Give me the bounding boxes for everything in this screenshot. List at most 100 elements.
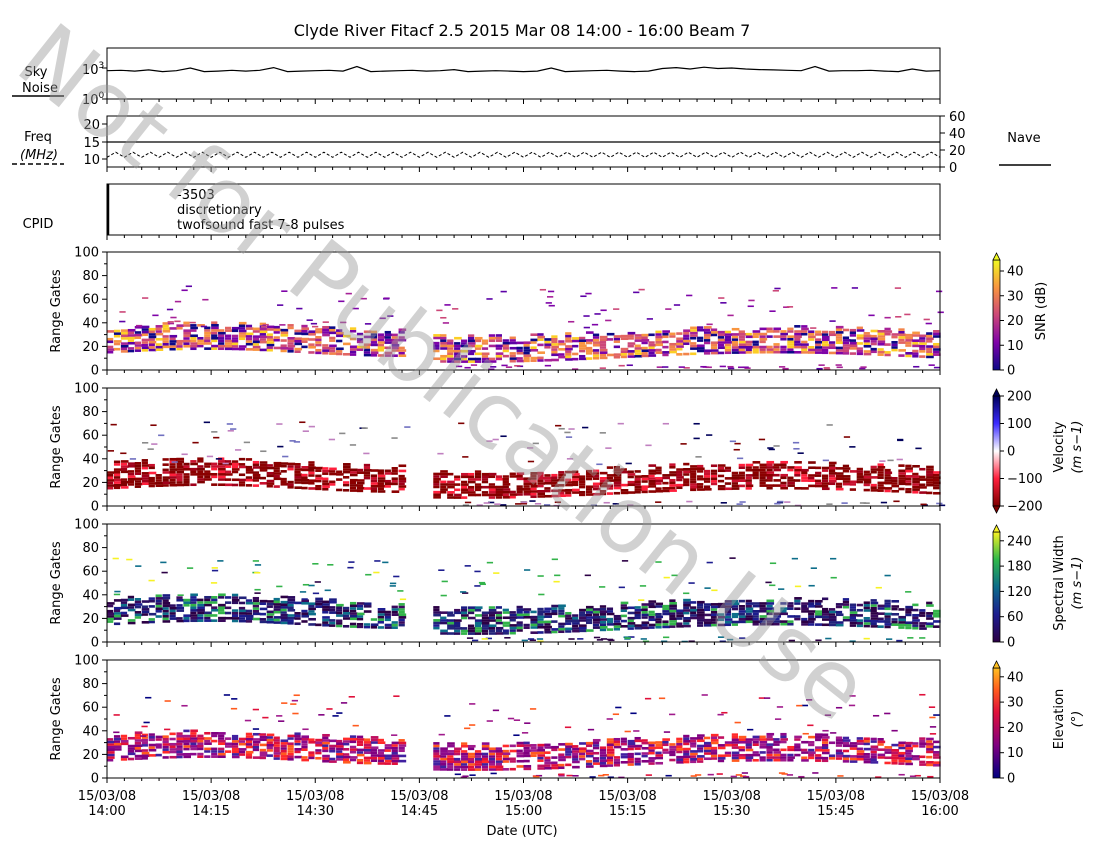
- echo-cell: [343, 737, 351, 741]
- echo-cell: [301, 340, 308, 343]
- echo-cell: [516, 349, 523, 352]
- echo-cell: [745, 743, 752, 747]
- echo-cell: [398, 482, 405, 486]
- echo-cell: [120, 347, 128, 351]
- echo-cell: [905, 613, 912, 617]
- echo-cell: [252, 756, 261, 759]
- echo-cell: [898, 741, 906, 745]
- echo-cell: [218, 344, 226, 348]
- colorbar-extend: [992, 660, 1001, 669]
- echo-cell: [572, 629, 580, 633]
- echo-cell: [488, 475, 496, 479]
- echo-cell: [905, 749, 913, 753]
- echo-cell: [231, 742, 239, 746]
- echo-cell: [211, 467, 218, 471]
- echo-cell: [127, 603, 136, 607]
- echo-cell: [329, 347, 336, 350]
- echo-cell: [752, 330, 761, 333]
- echo-cell: [884, 468, 891, 472]
- echo-cell: [856, 329, 865, 332]
- echo-cell: [641, 623, 648, 627]
- echo-cell: [356, 607, 364, 610]
- echo-cell: [348, 696, 355, 698]
- echo-cell: [592, 608, 601, 611]
- echo-cell: [821, 610, 830, 614]
- echo-cell: [706, 434, 713, 436]
- echo-cell: [738, 484, 745, 488]
- echo-cell: [539, 288, 547, 291]
- echo-cell: [440, 752, 448, 756]
- echo-cell: [370, 474, 378, 478]
- echo-cell: [780, 732, 787, 736]
- echo-cell: [787, 484, 795, 487]
- echo-cell: [481, 755, 489, 758]
- echo-cell: [697, 488, 705, 491]
- echo-cell: [447, 621, 455, 625]
- echo-cell: [370, 348, 379, 352]
- echo-cell: [141, 325, 150, 329]
- cpid-text-line1: -3503: [177, 188, 215, 203]
- echo-cell: [440, 490, 447, 494]
- echo-cell: [703, 469, 711, 473]
- echo-cell: [815, 351, 823, 354]
- echo-cell: [523, 477, 532, 480]
- echo-cell: [703, 757, 712, 761]
- echo-cell: [141, 741, 148, 745]
- echo-cell: [777, 500, 784, 503]
- echo-cell: [447, 493, 454, 497]
- echo-cell: [509, 629, 516, 632]
- echo-cell: [627, 616, 636, 620]
- echo-cell: [886, 638, 893, 640]
- figure-title: Clyde River Fitacf 2.5 2015 Mar 08 14:00…: [294, 21, 751, 40]
- echo-cell: [287, 483, 294, 486]
- echo-cell: [447, 632, 455, 635]
- echo-cell: [474, 357, 482, 361]
- echo-cell: [190, 473, 198, 476]
- echo-cell: [502, 349, 509, 353]
- echo-cell: [454, 763, 462, 766]
- echo-cell: [683, 737, 690, 740]
- echo-cell: [572, 774, 579, 777]
- echo-cell: [231, 478, 240, 482]
- echo-cell: [745, 756, 754, 760]
- echo-cell: [572, 619, 580, 623]
- echo-cell: [669, 612, 676, 615]
- echo-cell: [516, 359, 525, 363]
- echo-cell: [134, 331, 142, 334]
- echo-cell: [648, 354, 657, 357]
- echo-cell: [870, 489, 879, 492]
- echo-cell: [703, 621, 712, 625]
- echo-cell: [645, 444, 652, 447]
- echo-cell: [162, 476, 171, 479]
- echo-cell: [627, 739, 636, 743]
- echo-cell: [856, 624, 863, 628]
- echo-cell: [530, 487, 537, 491]
- echo-cell: [780, 486, 788, 490]
- echo-cell: [183, 614, 191, 617]
- echo-cell: [579, 344, 587, 348]
- echo-cell: [821, 613, 830, 616]
- echo-cell: [377, 490, 386, 493]
- echo-cell: [592, 356, 600, 360]
- echo-cell: [169, 342, 176, 346]
- echo-cell: [474, 344, 483, 348]
- echo-cell: [919, 475, 926, 479]
- echo-cell: [169, 604, 176, 607]
- echo-cell: [315, 479, 322, 483]
- y-tick-label: 0: [91, 500, 99, 515]
- echo-cell: [493, 572, 500, 574]
- echo-cell: [259, 338, 266, 341]
- echo-cell: [183, 739, 191, 743]
- echo-cell: [245, 465, 253, 469]
- echo-cell: [634, 475, 643, 478]
- echo-cell: [929, 726, 937, 728]
- echo-cell: [662, 345, 669, 349]
- echo-cell: [113, 334, 121, 338]
- echo-cell: [312, 592, 320, 595]
- y-tick-label: 80: [82, 269, 99, 284]
- echo-cell: [227, 430, 234, 432]
- echo-cell: [183, 598, 191, 602]
- echo-cell: [183, 483, 190, 487]
- echo-cell: [891, 484, 900, 488]
- echo-cell: [148, 479, 155, 483]
